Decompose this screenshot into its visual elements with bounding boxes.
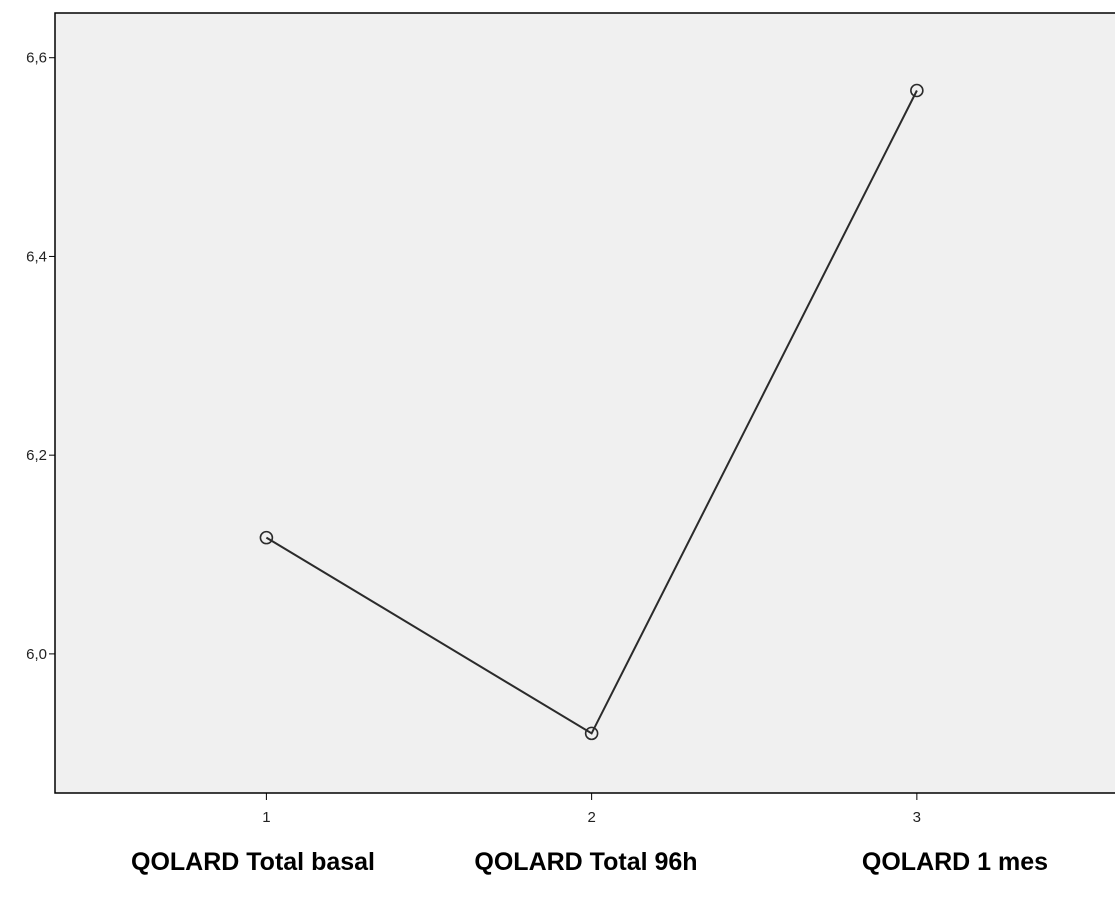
- y-tick-label: 6,2: [26, 447, 47, 464]
- x-tick-label: 1: [262, 809, 270, 826]
- y-tick-label: 6,4: [26, 248, 47, 265]
- plot-area: [54, 12, 1115, 794]
- category-label-1-mes: QOLARD 1 mes: [861, 848, 1049, 876]
- series-line: [265, 90, 918, 735]
- category-label-96h: QOLARD Total 96h: [474, 848, 698, 876]
- data-point-marker: [584, 726, 599, 741]
- series-group: [259, 83, 924, 741]
- data-point-marker: [259, 530, 274, 545]
- y-axis: 6,0 6,2 6,4 6,6: [26, 50, 55, 663]
- category-labels: QOLARD Total basal QOLARD Total 96h QOLA…: [0, 848, 1115, 888]
- x-tick-label: 2: [587, 809, 595, 826]
- category-label-basal: QOLARD Total basal: [130, 848, 376, 876]
- x-tick-label: 3: [913, 809, 921, 826]
- y-tick-label: 6,6: [26, 50, 47, 67]
- y-tick-label: 6,0: [26, 646, 47, 663]
- data-point-marker: [910, 83, 924, 98]
- x-axis: 1 2 3: [262, 793, 921, 826]
